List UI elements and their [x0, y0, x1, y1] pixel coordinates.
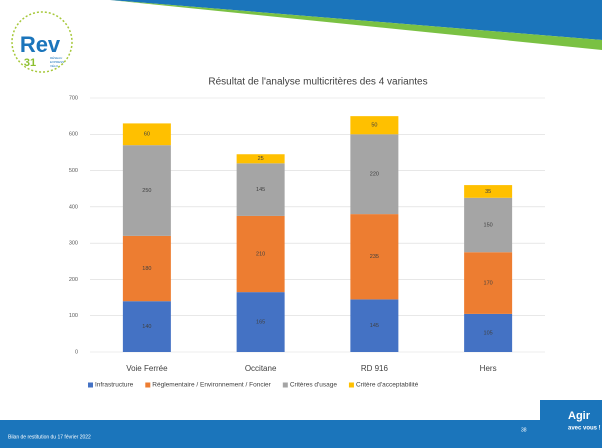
value-label: 250: [142, 188, 151, 194]
bar-segment: [122, 235, 171, 302]
legend-label: Infrastructure: [95, 382, 134, 389]
value-label: 145: [256, 187, 265, 193]
y-tick-label: 100: [69, 313, 78, 319]
legend-swatch: [348, 382, 354, 388]
value-label: 235: [370, 254, 379, 260]
brand-box: [540, 400, 602, 448]
logo-text: RÉSEAU: [50, 55, 62, 60]
value-label: 105: [484, 330, 493, 336]
y-tick-label: 500: [69, 168, 78, 174]
y-tick-label: 400: [69, 204, 78, 210]
bar-segment: [236, 215, 285, 293]
value-label: 25: [258, 156, 264, 162]
bar-segment: [122, 123, 171, 146]
y-tick-label: 600: [69, 132, 78, 138]
top-band-green: [110, 0, 602, 50]
bar-segment: [236, 154, 285, 164]
legend-label: Réglementaire / Environnement / Foncier: [152, 382, 271, 389]
logo-text: VÉLO: [50, 63, 59, 68]
y-tick-label: 700: [69, 95, 78, 101]
chart-title: Résultat de l'analyse multicritères des …: [208, 77, 427, 88]
bar-segment: [350, 214, 399, 300]
value-label: 60: [144, 132, 150, 138]
legend-label: Critères d'usage: [290, 382, 338, 389]
value-label: 150: [484, 222, 493, 228]
logo-ring: [11, 11, 73, 73]
page-number: 38: [521, 427, 527, 433]
value-label: 145: [370, 323, 379, 329]
bar-segment: [350, 116, 399, 135]
bar-segment: [464, 185, 513, 198]
x-tick-label: Occitane: [245, 364, 277, 373]
bar-segment: [464, 197, 513, 253]
brand: Agir: [568, 410, 591, 422]
logo-text: EXPRESS: [50, 60, 64, 64]
y-tick-label: 300: [69, 241, 78, 247]
x-tick-label: Hers: [480, 364, 497, 373]
value-label: 220: [370, 172, 379, 178]
brand: avec vous !: [568, 426, 601, 432]
bar-segment: [350, 134, 399, 215]
footer-band: [0, 420, 540, 448]
bar-segment: [464, 313, 513, 352]
bar-segment: [350, 299, 399, 352]
value-label: 165: [256, 320, 265, 326]
bar-segment: [122, 301, 171, 352]
legend-swatch: [145, 382, 151, 388]
legend-swatch: [282, 382, 288, 388]
bar-segment: [464, 252, 513, 314]
value-label: 50: [371, 123, 377, 129]
logo-main: Rev: [20, 32, 61, 57]
footer: Bilan de restitution du 17 février 2022: [8, 434, 91, 440]
x-tick-label: Voie Ferrée: [126, 364, 168, 373]
value-label: 140: [142, 324, 151, 330]
value-label: 170: [484, 281, 493, 287]
legend-label: Critère d'acceptabilité: [356, 382, 419, 389]
legend-swatch: [88, 382, 93, 388]
bar-segment: [236, 163, 285, 216]
y-tick-label: 0: [75, 349, 78, 355]
value-label: 210: [256, 251, 265, 257]
bar-segment: [122, 145, 171, 236]
logo-number: 31: [24, 57, 36, 69]
x-tick-label: RD 916: [361, 364, 389, 373]
value-label: 180: [142, 266, 151, 272]
value-label: 35: [485, 189, 491, 195]
y-tick-label: 200: [69, 277, 78, 283]
bar-segment: [236, 292, 285, 352]
